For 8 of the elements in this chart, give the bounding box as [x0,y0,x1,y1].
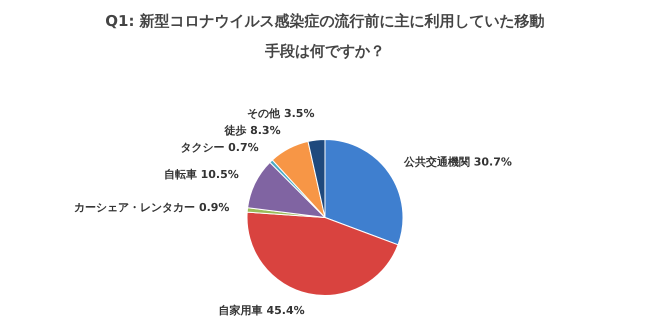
slice-label: 自転車 10.5% [164,168,239,182]
slice-label: タクシー 0.7% [180,141,259,154]
slice-label: その他 3.5% [247,107,314,120]
slice-label: 徒歩 8.3% [223,124,281,137]
slice-label: 自家用車 45.4% [218,304,305,318]
slice-label: 公共交通機関 30.7% [402,156,512,169]
slice-label: カーシェア・レンタカー 0.9% [74,201,230,214]
chart-title: Q1: 新型コロナウイルス感染症の流行前に主に利用していた移動手段は何ですか？ [105,11,545,62]
